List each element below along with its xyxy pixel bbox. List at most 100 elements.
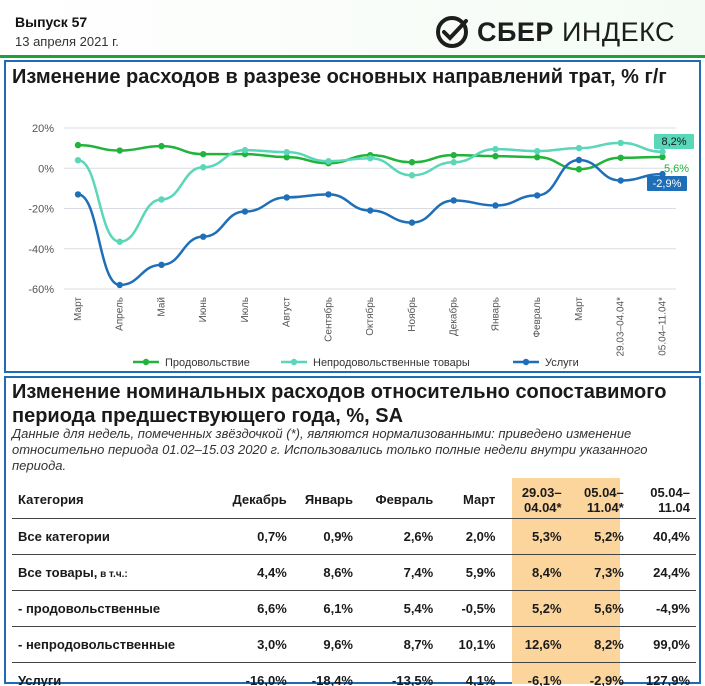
data-point [534, 192, 541, 199]
table-cell: 5,3% [501, 517, 568, 554]
table-cell: 5,9% [439, 553, 502, 590]
data-point [116, 147, 123, 154]
y-tick-label: 0% [38, 163, 54, 175]
table-cell: 24,4% [629, 553, 696, 590]
spending-table: Категория Декабрь Январь Февраль Март 29.03–0… [12, 482, 696, 686]
table-cell: -16,0% [212, 661, 293, 686]
spending-line-chart: 20% 0% -20% -40% -60% Март Апрель Май Июнь Июль Ав… [28, 123, 694, 369]
x-tick-label: Июль [240, 297, 251, 323]
x-tick-label: Ноябрь [406, 297, 418, 332]
data-point [408, 159, 416, 166]
table-cell: 8,7% [359, 625, 440, 662]
table-cell: 5,2% [567, 517, 630, 554]
data-point [158, 142, 165, 150]
data-point [325, 191, 332, 198]
data-point [617, 154, 624, 161]
data-point [534, 147, 541, 155]
x-tick-label: Апрель [115, 297, 126, 331]
table-cell: 0,9% [292, 517, 359, 554]
table-cell: -2,9% [567, 661, 630, 686]
end-label: -2,9% [653, 178, 682, 190]
data-point [575, 144, 583, 152]
table-cell: 127,9% [629, 661, 696, 686]
data-point [617, 177, 624, 184]
chart-panel: Изменение расходов в разрезе основных на… [4, 60, 701, 373]
chart-title: Изменение расходов в разрезе основных на… [12, 66, 667, 88]
data-point [241, 208, 249, 215]
data-point [200, 150, 207, 158]
table-row: - продовольственные 6,6% 6,1% 5,4% -0,5% 5,2%… [12, 589, 696, 626]
end-label: 5,6% [664, 163, 689, 175]
data-point [492, 145, 499, 153]
column-header: Февраль [375, 492, 434, 508]
table-cell: 5,2% [501, 589, 568, 626]
data-point [659, 148, 666, 155]
table-cell: 12,6% [501, 625, 568, 662]
series-line-3 [77, 158, 663, 287]
x-tick-label: Май [156, 297, 167, 317]
x-tick-label: Январь [490, 297, 501, 331]
report-header: Выпуск 57 13 апреля 2021 г. СБЕР ИНДЕКС [0, 0, 705, 58]
table-cell: 99,0% [629, 625, 696, 662]
data-point [74, 191, 82, 198]
end-label: 8,2% [661, 136, 686, 148]
column-header: Январь [304, 492, 353, 508]
y-tick-label: -20% [28, 204, 54, 216]
y-tick-label: 20% [32, 123, 54, 135]
column-header: 05.04–11.04* [584, 484, 624, 515]
data-point [575, 156, 583, 164]
data-point [450, 197, 457, 204]
row-label: Все товары, в т.ч.: [12, 553, 213, 590]
data-point [492, 152, 499, 160]
data-point [116, 281, 123, 289]
legend-marker [522, 358, 530, 366]
table-cell: -4,9% [629, 589, 696, 626]
data-point [325, 158, 332, 165]
data-point [450, 159, 457, 166]
table-cell: 4,4% [212, 553, 293, 590]
x-tick-label: Июнь [198, 297, 209, 322]
row-label: Услуги [12, 661, 213, 686]
table-row: Услуги -16,0% -18,4% -13,5% 4,1% -6,1% -2,9% 12… [12, 661, 696, 686]
legend-label: Непродовольственные товары [313, 357, 470, 369]
table-cell: 5,6% [567, 589, 630, 626]
data-point [116, 238, 123, 245]
data-point [659, 170, 666, 178]
x-tick-label: Февраль [532, 297, 543, 338]
end-label-box [654, 134, 694, 149]
data-point [74, 157, 82, 164]
table-cell: 8,2% [567, 625, 630, 662]
column-header: 29.03–04.04* [521, 484, 562, 515]
y-tick-label: -40% [28, 244, 54, 256]
column-header: Декабрь [232, 492, 287, 508]
table-header-row: Категория Декабрь Январь Февраль Март 29.03–0… [12, 482, 696, 518]
x-tick-label: Март [73, 297, 84, 321]
data-point [158, 261, 165, 269]
data-point [367, 207, 374, 214]
sber-index-logo: СБЕР ИНДЕКС [435, 14, 675, 50]
x-tick-label: Октябрь [364, 297, 376, 336]
table-cell: -6,1% [501, 661, 568, 686]
data-point [200, 233, 207, 240]
table-cell: 7,3% [567, 553, 630, 590]
issue-date: 13 апреля 2021 г. [15, 34, 119, 49]
data-point [575, 166, 583, 173]
data-point [158, 196, 165, 203]
legend-marker [142, 358, 150, 366]
table-cell: 8,6% [292, 553, 359, 590]
data-point [617, 139, 624, 147]
table-cell: 9,6% [292, 625, 359, 662]
table-cell: 40,4% [629, 517, 696, 554]
table-title: Изменение номинальных расходов относител… [12, 381, 667, 427]
table-cell: 8,4% [501, 553, 568, 590]
table-cell: -13,5% [359, 661, 440, 686]
table-cell: 2,0% [439, 517, 502, 554]
table-cell: 2,6% [359, 517, 440, 554]
legend-marker [290, 358, 298, 366]
x-tick-label: Декабрь [448, 297, 460, 336]
data-point [367, 154, 374, 162]
y-tick-label: -60% [28, 284, 54, 296]
table-cell: -0,5% [439, 589, 502, 626]
table-note: Данные для недель, помеченных звёздочкой… [12, 426, 648, 473]
table-cell: -18,4% [292, 661, 359, 686]
